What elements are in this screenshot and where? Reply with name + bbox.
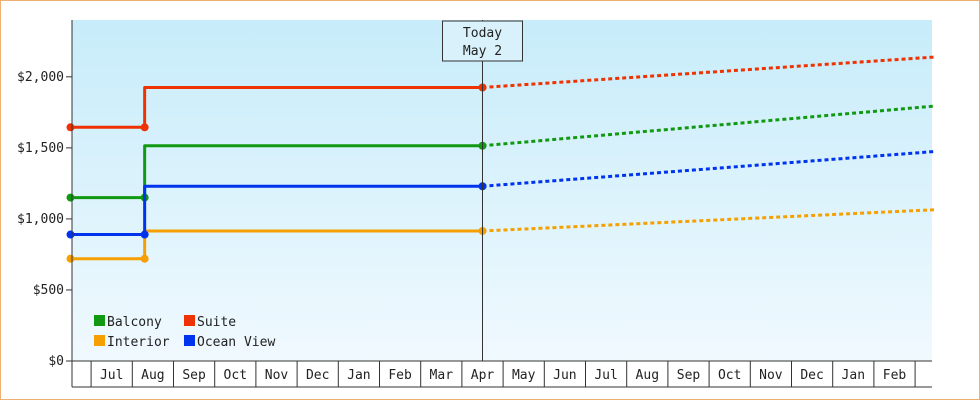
legend-swatch (184, 315, 195, 326)
y-tick-label: $2,000 (17, 70, 64, 85)
series-line-history (70, 85, 483, 129)
month-label: Sep (182, 368, 206, 383)
data-point (140, 230, 149, 239)
data-point (140, 254, 149, 263)
month-label: Apr (471, 368, 495, 383)
legend-label: Suite (197, 315, 236, 330)
data-point (66, 123, 75, 132)
today-label: Today (463, 26, 502, 41)
month-label: Jul (594, 368, 617, 383)
month-label: Jul (100, 368, 123, 383)
series-line-history (70, 184, 483, 237)
legend-label: Ocean View (197, 335, 275, 350)
y-tick-label: $1,500 (17, 141, 64, 156)
month-label: Aug (141, 368, 164, 383)
month-label: Oct (718, 368, 741, 383)
axes-layer: $0 $500 $1,000 $1,500 $2,000 Jul Aug Sep Oct Nov D… (17, 20, 932, 388)
series-line-history (70, 144, 483, 200)
legend-swatch (94, 335, 105, 346)
plot-area (72, 20, 932, 361)
data-point (66, 254, 75, 263)
month-label: Feb (388, 368, 412, 383)
today-marker: Today May 2 (442, 20, 523, 361)
series-line-forecast (482, 55, 936, 89)
legend-label: Balcony (107, 315, 162, 330)
series-line-forecast (482, 149, 936, 188)
month-label: Feb (883, 368, 907, 383)
data-point (140, 123, 149, 132)
month-label: Nov (759, 368, 783, 383)
month-label: Oct (224, 368, 247, 383)
y-tick-label: $1,000 (17, 212, 64, 227)
month-label: Mar (430, 368, 454, 383)
month-label: Nov (265, 368, 289, 383)
y-tick-label: $500 (33, 283, 64, 298)
month-label: Jan (842, 368, 865, 383)
month-label: Jun (553, 368, 576, 383)
legend-label: Interior (107, 335, 170, 350)
data-point (66, 230, 75, 239)
series-layer (66, 55, 936, 263)
month-label: Sep (677, 368, 701, 383)
data-point (66, 193, 75, 202)
y-tick-label: $0 (48, 354, 64, 369)
today-date: May 2 (463, 44, 502, 59)
month-label: Jan (347, 368, 370, 383)
legend-swatch (94, 315, 105, 326)
legend-swatch (184, 335, 195, 346)
series-line-forecast (482, 208, 936, 233)
series-line-history (70, 229, 483, 261)
month-label: Dec (306, 368, 329, 383)
month-label: Aug (636, 368, 659, 383)
month-label: Dec (800, 368, 823, 383)
series-line-forecast (482, 104, 936, 148)
legend: Balcony Suite Interior Ocean View (94, 315, 275, 350)
month-label: May (512, 368, 536, 383)
today-box (442, 20, 523, 62)
